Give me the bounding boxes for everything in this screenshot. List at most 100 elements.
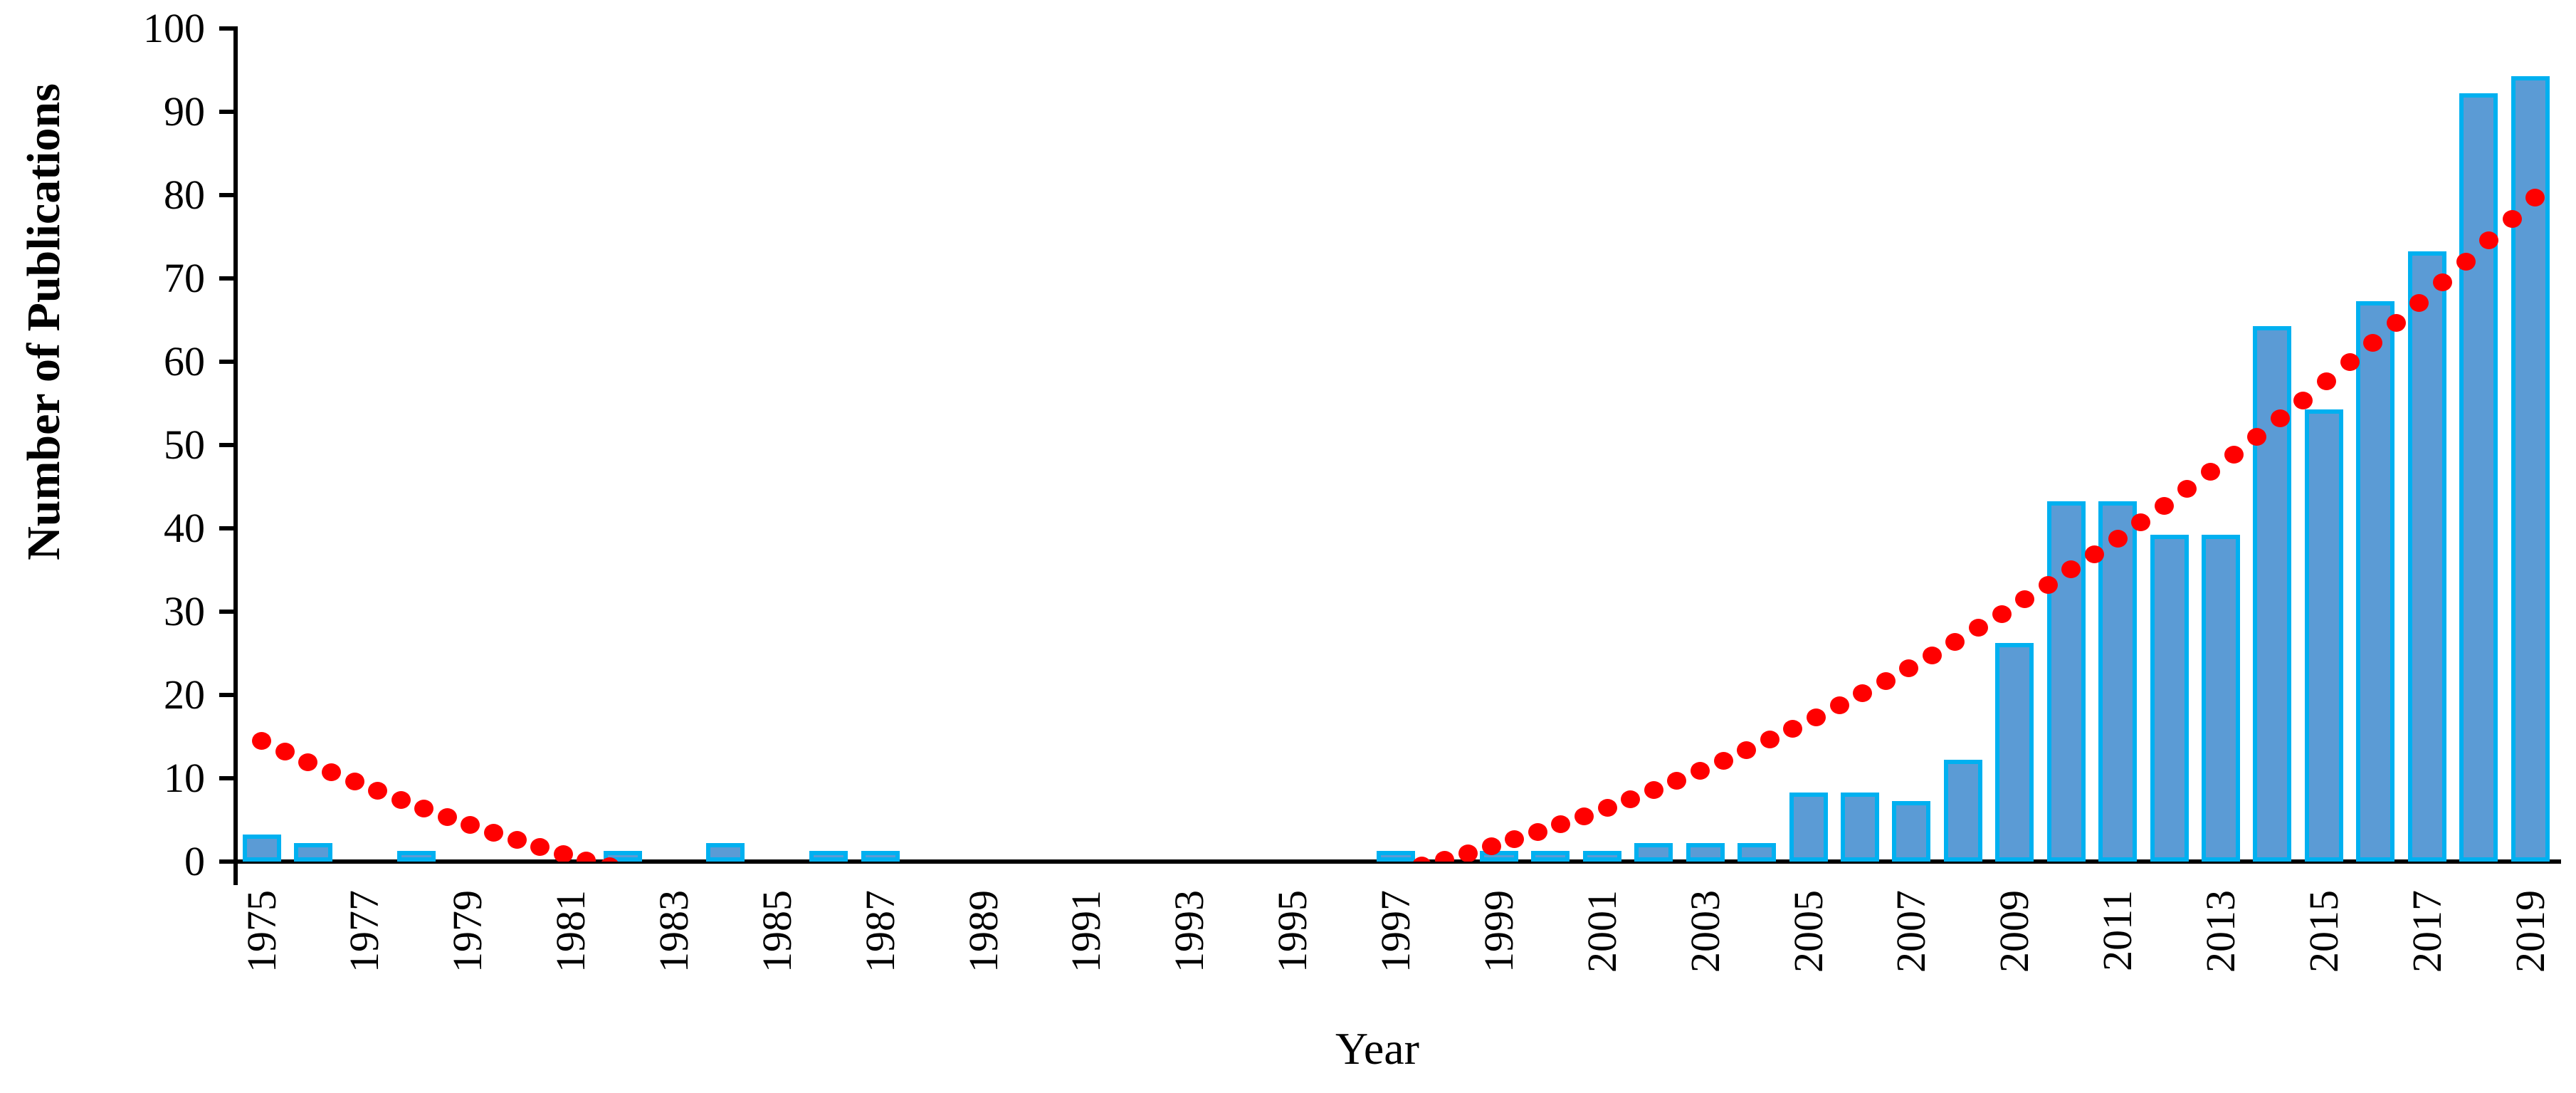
trendline-dot xyxy=(1644,781,1663,799)
trendline-dot xyxy=(2479,231,2499,250)
trendline-dot xyxy=(2085,545,2104,563)
y-tick-70 xyxy=(219,276,236,281)
trendline-dot xyxy=(368,782,388,800)
x-tick-label-2005: 2005 xyxy=(1785,890,1831,973)
bar-2004 xyxy=(1738,843,1776,862)
bar-1975 xyxy=(243,835,281,862)
y-tick-40 xyxy=(219,526,236,530)
bar-2015 xyxy=(2305,409,2343,862)
trendline-dot xyxy=(2247,427,2267,446)
trendline-dot xyxy=(1945,632,1965,651)
trendline-dot xyxy=(1551,815,1571,834)
trendline-dot xyxy=(2131,513,2151,531)
y-axis-line xyxy=(233,26,238,885)
y-tick-label-80: 80 xyxy=(164,172,205,218)
trendline-dot xyxy=(2061,560,2081,579)
bar-1997 xyxy=(1377,851,1415,862)
bar-2003 xyxy=(1686,843,1725,862)
trendline-dot xyxy=(1760,731,1779,749)
bar-2016 xyxy=(2356,301,2394,862)
trendline-dot xyxy=(484,824,503,842)
trendline-dot xyxy=(1574,807,1594,825)
bar-2005 xyxy=(1789,793,1828,862)
bar-1987 xyxy=(861,851,900,862)
y-tick-label-60: 60 xyxy=(164,338,205,385)
trendline-dot xyxy=(2363,333,2383,352)
trendline-dot xyxy=(1505,830,1525,849)
x-tick-label-2011: 2011 xyxy=(2094,890,2140,971)
trendline-dot xyxy=(1783,719,1803,738)
trendline-dot xyxy=(345,773,364,791)
x-tick-label-1975: 1975 xyxy=(238,890,285,973)
trendline-dot xyxy=(1876,671,1896,690)
trendline-dot xyxy=(2015,590,2035,609)
bar-2017 xyxy=(2408,251,2446,862)
x-tick-label-1983: 1983 xyxy=(651,890,697,973)
trendline-dot xyxy=(1853,684,1873,703)
trendline-dot xyxy=(1713,752,1733,770)
trendline-dot xyxy=(414,800,434,818)
y-tick-0 xyxy=(219,859,236,864)
trendline-dot xyxy=(1922,646,1942,664)
y-tick-label-90: 90 xyxy=(164,88,205,135)
x-tick-label-2009: 2009 xyxy=(1991,890,2037,973)
trendline-dot xyxy=(1969,619,1988,637)
trendline-dot xyxy=(2038,575,2058,594)
bar-2013 xyxy=(2202,535,2240,862)
x-tick-label-1999: 1999 xyxy=(1476,890,1522,973)
x-tick-label-2001: 2001 xyxy=(1579,890,1625,973)
x-tick-label-2003: 2003 xyxy=(1682,890,1728,973)
trendline-dot xyxy=(2432,273,2452,292)
y-tick-label-30: 30 xyxy=(164,588,205,634)
trendline-dot xyxy=(2386,314,2406,333)
x-axis-line xyxy=(219,859,2561,864)
trendline-dot xyxy=(577,851,596,862)
y-tick-80 xyxy=(219,193,236,197)
x-tick-label-1997: 1997 xyxy=(1372,890,1419,973)
trendline-dot xyxy=(1435,850,1455,862)
trendline-dot xyxy=(2108,529,2128,548)
y-tick-100 xyxy=(219,26,236,31)
y-tick-30 xyxy=(219,610,236,614)
bar-1978 xyxy=(397,851,436,862)
bar-1986 xyxy=(809,851,848,862)
bar-2001 xyxy=(1583,851,1621,862)
x-tick-label-1981: 1981 xyxy=(547,890,594,973)
trendline-dot xyxy=(252,732,272,750)
y-tick-90 xyxy=(219,110,236,114)
y-tick-20 xyxy=(219,693,236,697)
trendline-dot xyxy=(391,791,411,810)
x-tick-label-2017: 2017 xyxy=(2404,890,2450,973)
bar-1984 xyxy=(706,843,745,862)
y-tick-label-10: 10 xyxy=(164,755,205,801)
trendline-dot xyxy=(1528,822,1547,841)
trendline-dot xyxy=(2293,391,2313,409)
x-tick-label-1985: 1985 xyxy=(754,890,800,973)
x-tick-label-1991: 1991 xyxy=(1063,890,1109,973)
x-tick-label-1989: 1989 xyxy=(960,890,1006,973)
bar-2007 xyxy=(1892,801,1930,862)
trendline-dot xyxy=(1806,708,1826,726)
y-tick-label-50: 50 xyxy=(164,422,205,468)
x-tick-label-1977: 1977 xyxy=(341,890,387,973)
trendline-dot xyxy=(2316,372,2336,391)
bar-2011 xyxy=(2098,501,2137,862)
x-axis-title: Year xyxy=(1335,1023,1419,1074)
trendline-dot xyxy=(2224,445,2244,464)
trendline-dot xyxy=(2409,293,2429,312)
bar-2002 xyxy=(1634,843,1673,862)
bar-2006 xyxy=(1841,793,1879,862)
trendline-dot xyxy=(1829,696,1849,715)
trendline-dot xyxy=(2270,409,2290,428)
bar-2019 xyxy=(2511,76,2550,862)
plot-area xyxy=(236,28,2561,862)
trendline-dot xyxy=(530,838,550,857)
trendline-dot xyxy=(298,753,318,771)
trendline-dot xyxy=(1597,799,1617,817)
x-tick-label-1995: 1995 xyxy=(1269,890,1315,973)
x-tick-label-1979: 1979 xyxy=(444,890,490,973)
trendline-dot xyxy=(2340,353,2360,372)
trendline-dot xyxy=(321,763,341,781)
x-tick-label-1993: 1993 xyxy=(1166,890,1212,973)
trendline-dot xyxy=(1458,844,1478,862)
